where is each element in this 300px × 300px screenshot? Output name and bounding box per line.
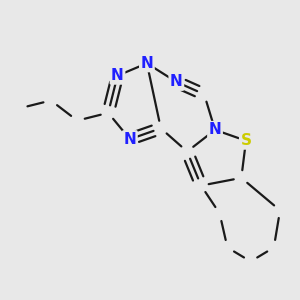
Text: N: N — [124, 132, 136, 147]
Text: N: N — [170, 74, 183, 89]
Text: N: N — [140, 56, 153, 71]
Text: N: N — [111, 68, 124, 83]
Text: N: N — [208, 122, 221, 137]
Text: S: S — [241, 133, 251, 148]
